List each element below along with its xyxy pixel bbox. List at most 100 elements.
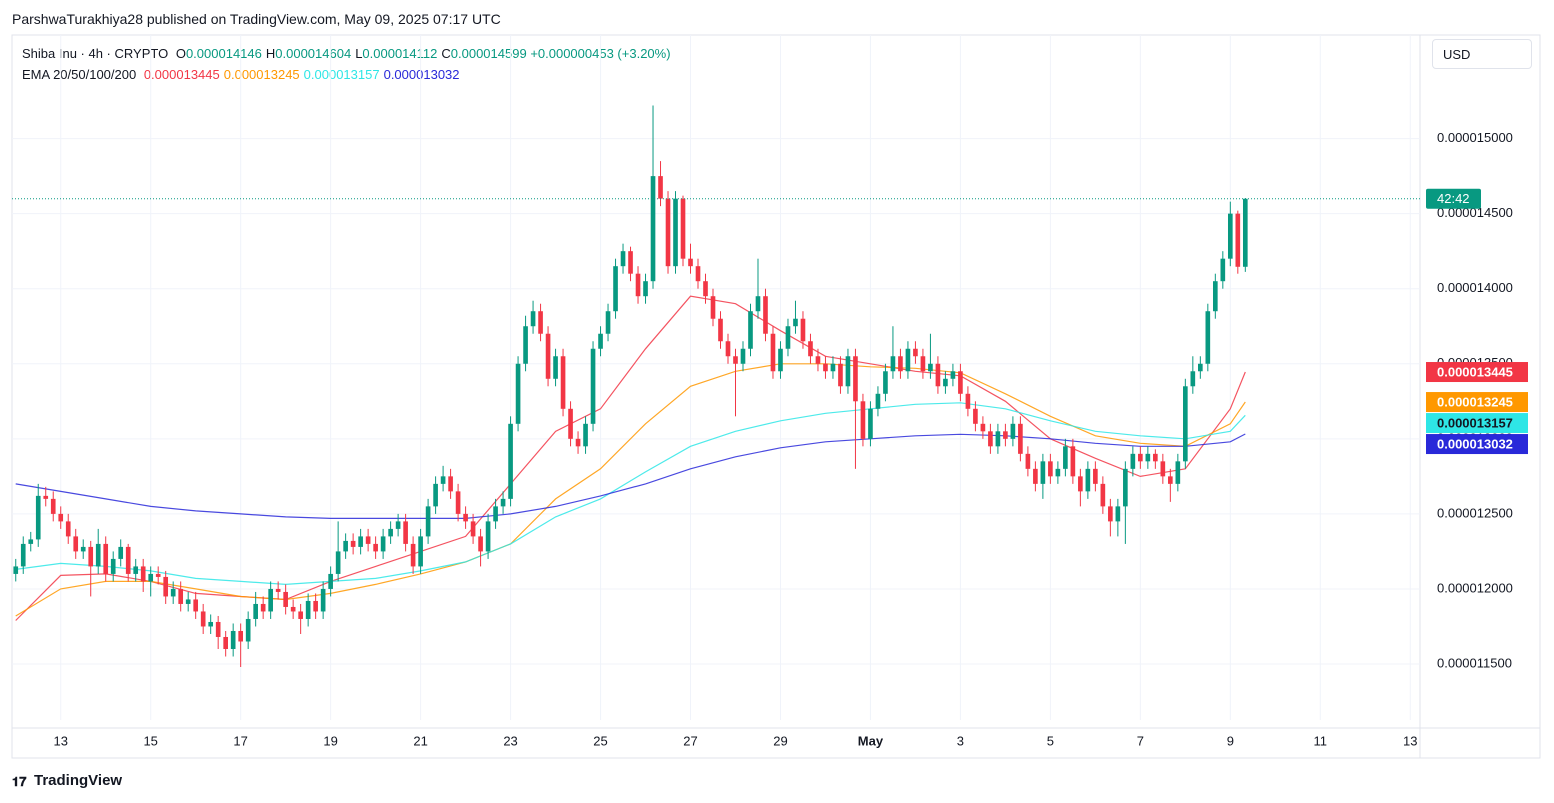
candle-body [770, 333, 776, 372]
candle-body [605, 311, 611, 334]
candle-body [1115, 506, 1121, 522]
ema-line [15, 363, 1246, 617]
candle-body [688, 258, 693, 267]
candle-body [1063, 446, 1068, 469]
candle-body [703, 281, 708, 297]
candle-body [298, 611, 303, 619]
candle-body [448, 476, 453, 492]
candle-body [80, 546, 86, 552]
candle-body [403, 521, 408, 544]
candle-body [763, 296, 768, 334]
candle-body [1138, 453, 1143, 462]
logo: 𝟏𝟕 [12, 774, 27, 789]
legend-ohlc: Shiba Inu · 4h · CRYPTO O0.000014146 H0.0… [22, 46, 671, 61]
candle-body [230, 630, 236, 649]
candle-body [65, 521, 71, 537]
ema-marker-label: 0.000013245 [1437, 394, 1513, 409]
candle-body [133, 566, 139, 574]
countdown: 42:42 [1437, 191, 1470, 206]
candle-body [125, 546, 131, 574]
candle-body [793, 318, 798, 327]
candle-body [73, 536, 79, 552]
ema-line [15, 402, 1246, 586]
ema-marker [1426, 413, 1528, 434]
x-tick-label: 21 [413, 733, 427, 748]
candle-body [868, 408, 873, 439]
ema-title: EMA 20/50/100/200 [22, 67, 137, 82]
candle-body [373, 543, 378, 552]
candle-body [718, 318, 723, 342]
candle-body [875, 393, 881, 409]
candle-body [755, 296, 761, 312]
candle-body [665, 198, 671, 267]
candle-body [943, 378, 948, 387]
candle-body [1123, 468, 1128, 507]
candle-body [118, 546, 124, 559]
candle-body [335, 551, 341, 574]
candle-body [50, 498, 56, 514]
candle-body [920, 356, 926, 372]
candle-body [260, 603, 266, 612]
candle-body [838, 363, 843, 387]
candle-body [275, 588, 281, 592]
ema-marker-label: 0.000013032 [1437, 436, 1513, 451]
candle-body [200, 611, 206, 627]
x-tick-label: 9 [1227, 733, 1234, 748]
symbol: Shiba Inu · 4h · CRYPTO [22, 46, 169, 61]
candle-body [650, 176, 656, 282]
candle-body [928, 363, 933, 372]
candle-body [725, 341, 731, 357]
x-tick-label: 19 [323, 733, 337, 748]
candle-body [1108, 506, 1113, 522]
candle-body [883, 371, 888, 394]
candle-body [208, 621, 214, 627]
candle-body [635, 273, 641, 297]
candle-body [935, 363, 941, 387]
candle-body [958, 371, 963, 394]
candle-body [245, 618, 251, 642]
candle-body [1153, 453, 1158, 462]
candle-body [463, 513, 468, 522]
currency-button[interactable]: USD [1432, 39, 1532, 69]
x-tick-label: 27 [683, 733, 697, 748]
candle-body [643, 281, 648, 297]
candle-body [710, 296, 716, 319]
candle-body [620, 251, 626, 267]
candle-body [1205, 311, 1211, 364]
candle-body [418, 536, 423, 567]
frame [11, 34, 1541, 759]
y-tick-label: 0.000014000 [1437, 280, 1513, 295]
candle-body [860, 401, 866, 439]
candle-body [455, 491, 461, 514]
candle-body [800, 318, 806, 342]
price-marker [1426, 188, 1481, 209]
candle-body [320, 588, 326, 612]
candle-body [965, 393, 971, 409]
brand: TradingView [34, 772, 123, 789]
legend-ema: EMA 20/50/100/200 0.000013445 0.000013245… [22, 67, 460, 82]
x-tick-label: 13 [53, 733, 67, 748]
candle-body [103, 543, 109, 574]
candle-body [980, 423, 986, 432]
ohlc-value: 0.000014146 [185, 46, 262, 61]
candle-body [388, 528, 393, 537]
candle-body [365, 536, 371, 544]
candle-body [695, 266, 701, 282]
candle-body [1093, 468, 1098, 484]
candle-body [1183, 386, 1188, 462]
candle-body [553, 356, 558, 379]
candle-body [283, 591, 288, 607]
candle-body [140, 566, 146, 582]
y-tick-label: 0.000014500 [1437, 205, 1513, 220]
candle-body [1242, 198, 1248, 267]
candle-body [740, 348, 746, 364]
x-tick-label: 5 [1047, 733, 1054, 748]
candle-body [583, 423, 588, 447]
candle-body [808, 341, 813, 357]
candle-body [148, 573, 154, 582]
candle-body [328, 573, 333, 589]
candle-body [988, 431, 993, 447]
ema-line [15, 295, 1246, 621]
candle-body [395, 521, 401, 529]
